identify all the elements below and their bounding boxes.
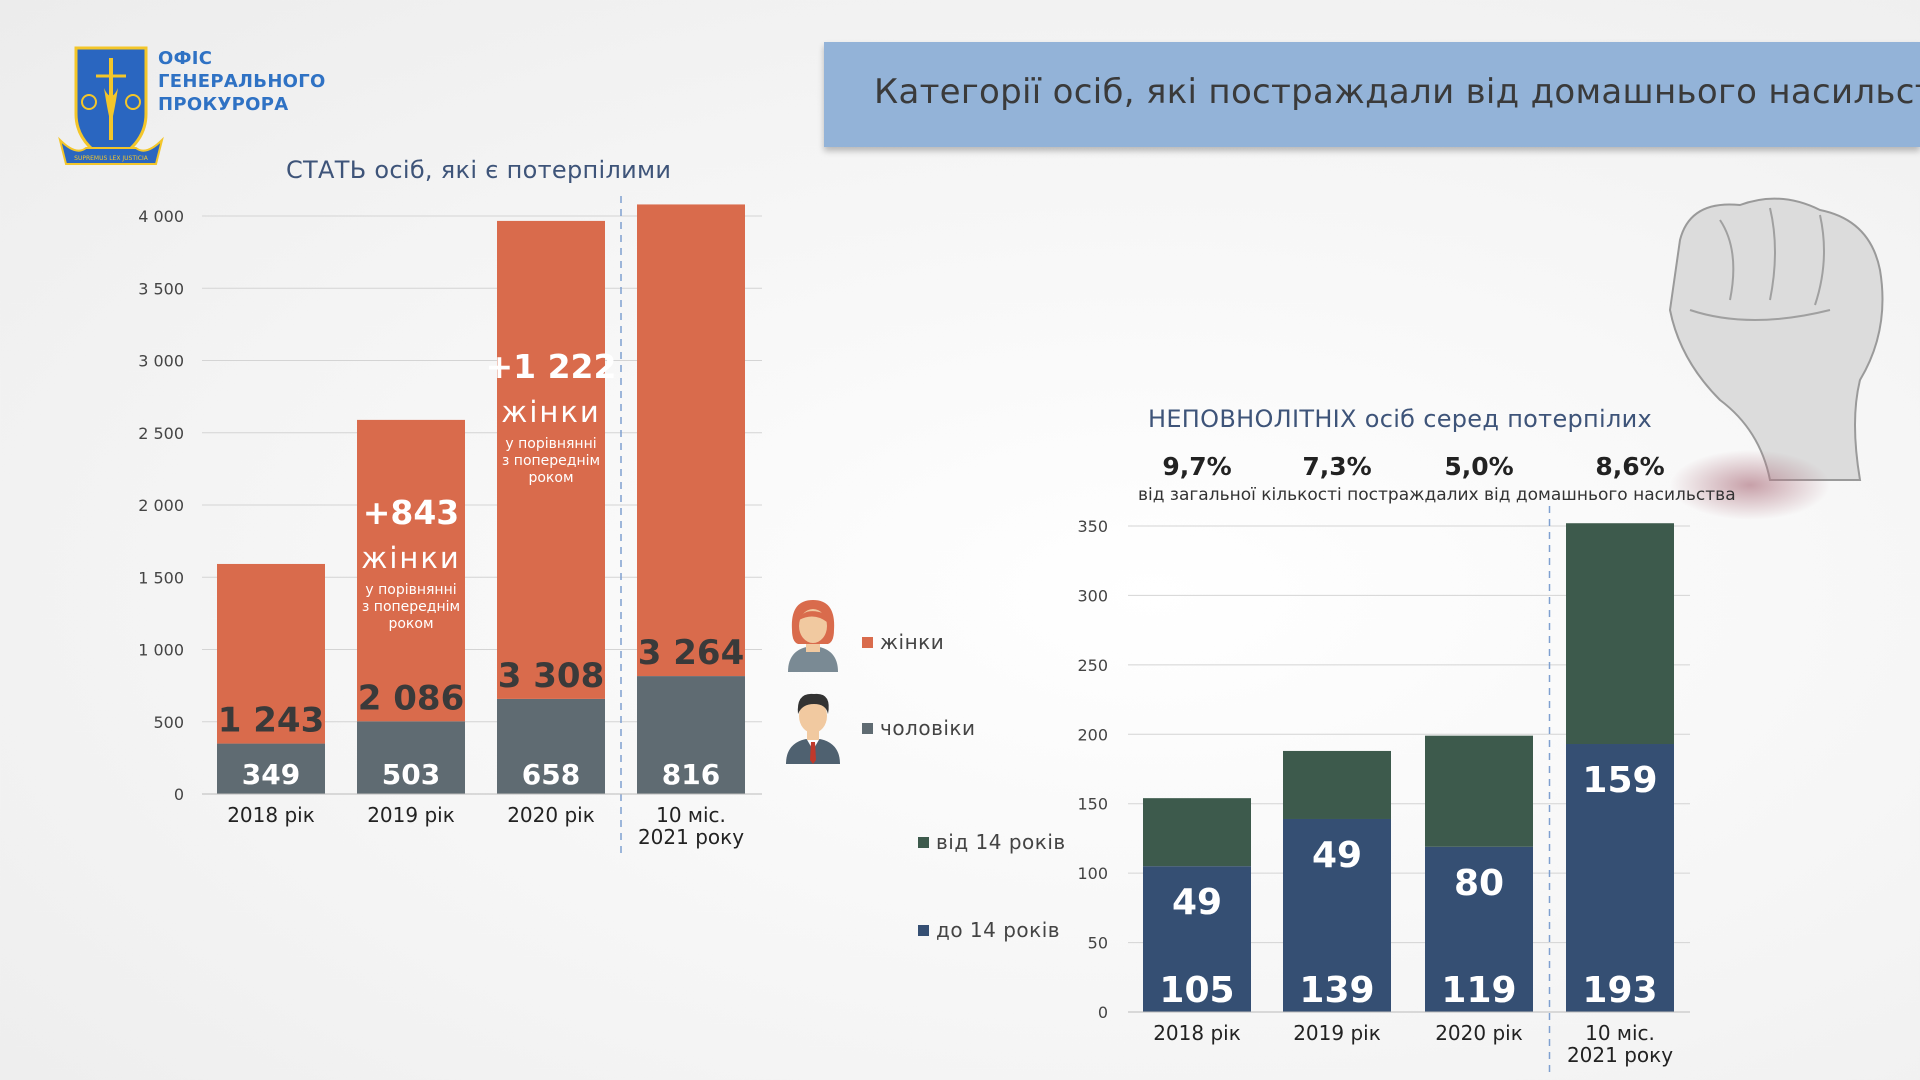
annotation-note: у порівнянні [365, 582, 456, 598]
data-label: 816 [662, 758, 720, 791]
data-label: 349 [242, 758, 300, 791]
logo-line: ОФІС [158, 48, 213, 69]
gender-bar-chart: 0 500 1 000 1 500 2 000 2 500 3 000 3 500 4 000 3… [138, 196, 762, 854]
bar-segment-жінки [217, 563, 325, 744]
y-tick-label: 500 [153, 713, 184, 732]
annotation-note: з попереднім [502, 453, 600, 469]
bar-segment-чоловіки [497, 698, 605, 794]
data-label: 1 243 [218, 701, 324, 741]
data-label: 2 086 [358, 678, 464, 718]
minors-percent: 7,3% [1302, 452, 1372, 481]
legend-label-men: чоловіки [880, 716, 976, 740]
bar-segment-від 14 років [1425, 735, 1533, 847]
annotation-increase: +1 222 [486, 347, 617, 386]
bar-segment-до 14 років [1283, 818, 1391, 1012]
bar-segment-до 14 років [1425, 846, 1533, 1012]
minors-percent: 8,6% [1595, 452, 1665, 481]
woman-avatar-icon [788, 600, 838, 672]
y-tick-label: 3 500 [138, 279, 184, 298]
data-label: 80 [1454, 863, 1504, 904]
man-avatar-icon [786, 693, 840, 764]
data-label: 503 [382, 758, 440, 791]
legend-age-under-14: до 14 років [918, 918, 1060, 942]
chart-title-gender: СТАТЬ осіб, які є потерпілими [286, 156, 672, 184]
bar-segment-жінки [497, 220, 605, 699]
legend-label-age-under-14: до 14 років [936, 918, 1061, 942]
data-label: 49 [1312, 835, 1362, 876]
bar-segment-від 14 років [1143, 798, 1251, 867]
annotation-note: у порівнянні [505, 436, 596, 452]
y-tick-label: 2 500 [138, 424, 184, 443]
legend-swatch-age-14-plus [918, 836, 929, 848]
x-tick-label: 2018 рік [1153, 1021, 1241, 1045]
minors-percent: 9,7% [1162, 452, 1232, 481]
annotation-note: роком [388, 616, 433, 632]
legend-age-14-plus: від 14 років [918, 830, 1066, 854]
y-tick-label: 50 [1088, 934, 1108, 953]
y-tick-label: 4 000 [138, 207, 184, 226]
x-tick-label: 2019 рік [367, 803, 455, 827]
x-tick-label: 2018 рік [227, 803, 315, 827]
logo-line: ПРОКУРОРА [158, 94, 289, 115]
bar-segment-жінки [357, 419, 465, 722]
annotation-note: роком [528, 470, 573, 486]
title-banner: Категорії осіб, які постраждали від дома… [824, 42, 1920, 147]
y-tick-label: 3 000 [138, 352, 184, 371]
data-label: 105 [1159, 970, 1234, 1011]
annotation-increase: +843 [363, 493, 460, 532]
x-tick-label: 2019 рік [1293, 1021, 1381, 1045]
logo-line: ГЕНЕРАЛЬНОГО [158, 71, 326, 92]
annotation-word: жінки [501, 395, 601, 429]
data-label: 159 [1582, 760, 1657, 801]
bar-segment-чоловіки [637, 676, 745, 794]
x-tick-label: 2020 рік [507, 803, 595, 827]
data-label: 193 [1582, 970, 1657, 1011]
data-label: 658 [522, 758, 580, 791]
bar-segment-до 14 років [1143, 866, 1251, 1012]
page-title: Категорії осіб, які постраждали від дома… [874, 72, 1920, 112]
x-tick-label: 2021 року [1567, 1043, 1673, 1067]
bar-segment-від 14 років [1283, 750, 1391, 819]
x-tick-label: 2021 року [638, 825, 744, 849]
chart-title-minors: НЕПОВНОЛІТНІХ осіб серед потерпілих [1148, 405, 1653, 433]
prosecutor-emblem-icon: SUPREMUS LEX JUSTICIA [58, 46, 164, 165]
annotation-note: з попереднім [362, 599, 460, 615]
y-tick-label: 0 [174, 785, 184, 804]
bar-segment-жінки [637, 204, 745, 677]
y-tick-label: 2 000 [138, 496, 184, 515]
y-tick-label: 250 [1077, 656, 1108, 675]
data-label: 139 [1299, 970, 1374, 1011]
y-tick-label: 300 [1077, 586, 1108, 605]
y-tick-label: 200 [1077, 725, 1108, 744]
annotation-word: жінки [361, 541, 461, 575]
legend-swatch-women [862, 636, 873, 648]
legend-label-age-14-plus: від 14 років [936, 830, 1066, 854]
legend-men: чоловіки [862, 716, 976, 740]
legend-women: жінки [862, 630, 944, 654]
y-tick-label: 1 500 [138, 568, 184, 587]
legend-label-women: жінки [880, 630, 945, 654]
y-tick-label: 100 [1077, 864, 1108, 883]
data-label: 3 308 [498, 656, 604, 696]
minors-percent: 5,0% [1444, 452, 1514, 481]
data-label: 49 [1172, 882, 1222, 923]
logo-motto: SUPREMUS LEX JUSTICIA [74, 155, 149, 162]
bar-segment-чоловіки [357, 721, 465, 794]
y-tick-label: 0 [1098, 1003, 1108, 1022]
bar-segment-до 14 років [1566, 744, 1674, 1012]
y-tick-label: 1 000 [138, 641, 184, 660]
bar-segment-чоловіки [217, 743, 325, 794]
data-label: 119 [1441, 970, 1516, 1011]
y-tick-label: 150 [1077, 795, 1108, 814]
minors-percent-note: від загальної кількості постраждалих від… [1138, 485, 1736, 505]
x-tick-label: 10 міс. [1585, 1021, 1655, 1045]
y-tick-label: 350 [1077, 517, 1108, 536]
x-tick-label: 10 міс. [656, 803, 726, 827]
fist-illustration-icon [1668, 197, 1884, 520]
legend-swatch-men [862, 722, 873, 734]
legend-swatch-age-under-14 [918, 924, 929, 936]
logo-text: ОФІС ГЕНЕРАЛЬНОГО ПРОКУРОРА [158, 47, 326, 116]
x-tick-label: 2020 рік [1435, 1021, 1523, 1045]
data-label: 3 264 [638, 633, 744, 673]
